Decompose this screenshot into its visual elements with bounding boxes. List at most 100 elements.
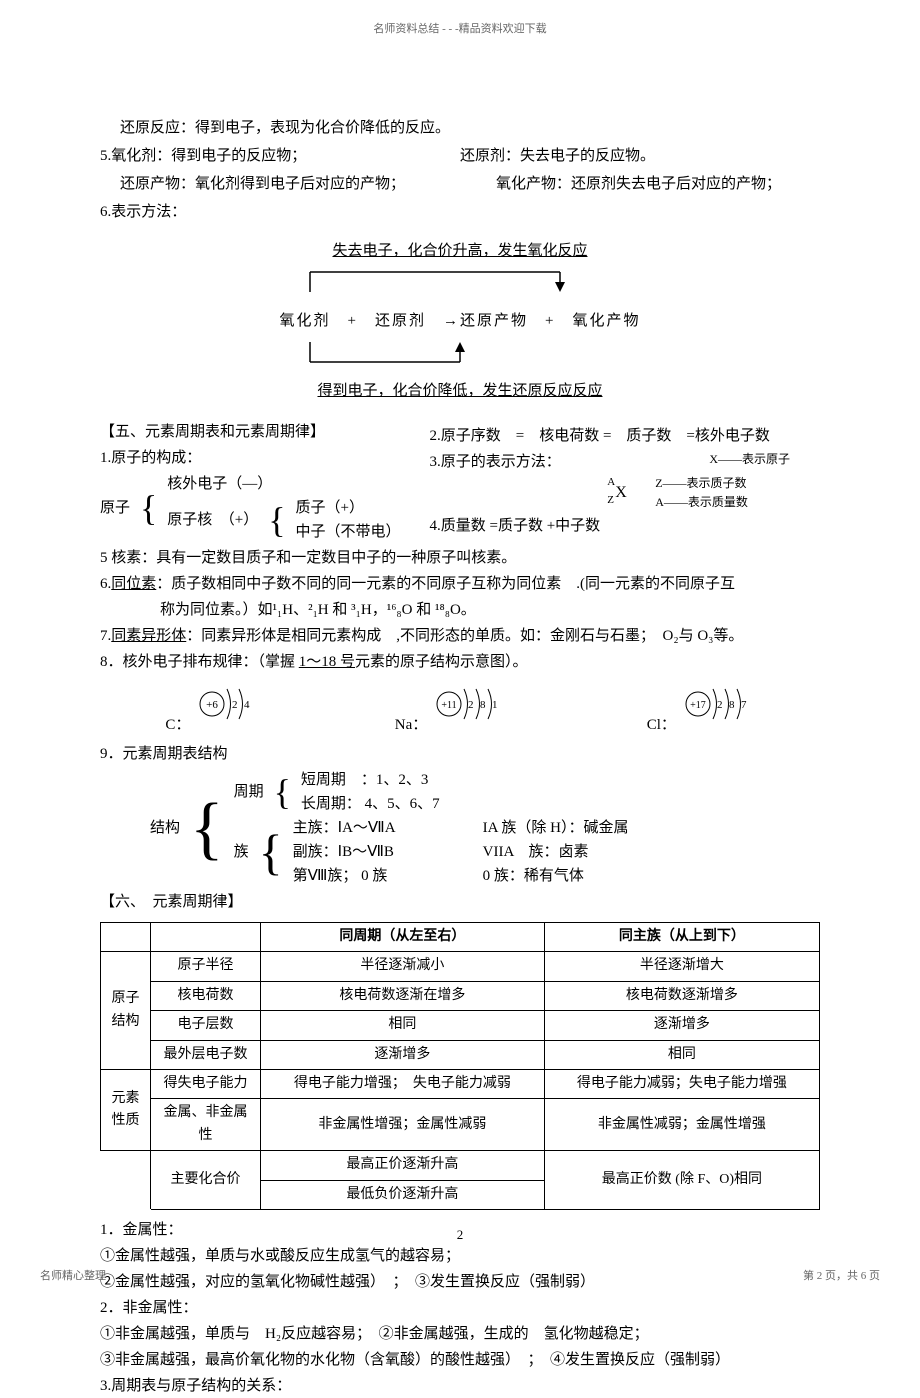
line-reducer: 还原剂：失去电子的反应物。 [460,144,655,168]
main-content: 还原反应：得到电子，表现为化合价降低的反应。 5.氧化剂：得到电子的反应物； 还… [100,116,820,1398]
atom-cl: Cl： +17 2 8 7 [647,679,755,737]
gr2: VIIA 族：卤素 [483,840,629,864]
l8: 8．核外电子排布规律：（掌握 1～18 号元素的原子结构示意图）。 [100,650,820,674]
s5-title: 【五、元素周期表和元素周期律】 [100,420,420,444]
b3: 质子（+） [296,496,401,520]
td: 逐渐增多 [261,1040,545,1069]
td: 最高正价逐渐升高 [261,1151,545,1180]
td: 相同 [261,1011,545,1040]
footer-left: 名师精心整理 [40,1267,106,1283]
g2: 副族：ⅠB～ⅦB [293,840,473,864]
svg-text:8: 8 [480,699,486,711]
page-number: 2 [457,1227,464,1243]
atom-label: 原子 [100,496,130,520]
group-label: 族 [234,840,249,864]
td: 非金属性减弱；金属性增强 [544,1099,819,1151]
line-ox-product: 氧化产物：还原剂失去电子后对应的产物； [496,172,781,196]
td: 核电荷数逐渐增多 [544,981,819,1010]
arrow-top-svg [260,267,660,297]
svg-text:4: 4 [244,699,250,711]
line-oxidizer: 5.氧化剂：得到电子的反应物； [100,144,460,168]
s6-title: 【六、 元素周期律】 [100,890,820,914]
r3: 4.质量数 =质子数 +中子数 [430,514,821,538]
td: 相同 [544,1040,819,1069]
svg-text:2: 2 [232,699,238,711]
xA: A [607,474,615,492]
b4: 中子（不带电） [296,520,401,544]
diag-mid: 氧化剂 + 还原剂 →还原产物 + 氧化产物 [100,309,820,333]
r2c: A——表示质量数 [655,493,820,512]
td-atom: 原子结构 [101,952,151,1070]
svg-text:1: 1 [492,699,498,711]
atom-c-svg: +6 2 4 [194,679,254,729]
footer: 名师精心整理 第 2 页，共 6 页 [0,1267,920,1283]
td: 得电子能力减弱；失电子能力增强 [544,1069,819,1098]
td: 半径逐渐增大 [544,952,819,981]
b1: 核外电子（—） [167,472,400,496]
redox-diagram: 失去电子，化合价升高，发生氧化反应 氧化剂 + 还原剂 →还原产物 + 氧化产物… [100,239,820,403]
line-reduction: 还原反应：得到电子，表现为化合价降低的反应。 [100,116,820,140]
line-method: 6.表示方法： [100,200,820,224]
svg-text:+6: +6 [206,699,218,711]
l9: 9．元素周期表结构 [100,742,820,766]
svg-text:7: 7 [741,699,747,711]
td: 最外层电子数 [151,1040,261,1069]
xZ: Z [607,492,614,510]
l6c: 称为同位素。）如¹₁H、²₁H 和 ³₁H，¹⁶₈O 和 ¹⁸₈O。 [100,598,820,622]
m2b: ③非金属越强，最高价氧化物的水化物（含氧酸）的酸性越强） ； ④发生置换反应（强… [100,1348,820,1372]
td: 原子半径 [151,952,261,981]
m3: 3.周期表与原子结构的关系： [100,1374,820,1398]
td: 核电荷数 [151,981,261,1010]
s5-l1: 1.原子的构成： [100,446,420,470]
th1 [101,923,151,952]
svg-text:+17: +17 [690,700,706,711]
gr3: 0 族：稀有气体 [483,864,629,888]
atom-na: Na： +11 2 8 1 [395,679,506,737]
arrow-bot-svg [260,337,660,367]
td: 最高正价数 (除 F、O)相同 [544,1151,819,1210]
doc-header: 名师资料总结 - - -精品资料欢迎下载 [100,20,820,36]
r1: 2.原子序数 = 核电荷数 = 质子数 =核外电子数 [430,424,821,448]
td: 金属、非金属性 [151,1099,261,1151]
long-period: 长周期： 4、5、6、7 [301,792,440,816]
td: 最低负价逐渐升高 [261,1180,545,1209]
atom-na-svg: +11 2 8 1 [431,679,506,729]
th4: 同主族（从上到下） [544,923,819,952]
diag-bot: 得到电子，化合价降低，发生还原反应反应 [317,383,602,399]
short-period: 短周期 ：1、2、3 [301,768,440,792]
struct-label: 结构 [150,816,180,840]
td: 主要化合价 [151,1151,261,1210]
m2a: ①非金属越强，单质与 H₂反应越容易； ②非金属越强，生成的 氢化物越稳定； [100,1322,820,1346]
svg-text:2: 2 [468,699,474,711]
td: 核电荷数逐渐在增多 [261,981,545,1010]
xsym: X [615,484,627,501]
g3: 第Ⅷ族； 0 族 [293,864,473,888]
periodic-table: 同周期（从左至右） 同主族（从上到下） 原子结构 原子半径 半径逐渐减小 半径逐… [100,922,820,1210]
line-red-product: 还原产物：氧化剂得到电子后对应的产物； [100,172,496,196]
th2 [151,923,261,952]
td-elem: 元素性质 [101,1069,151,1150]
period-label: 周期 [234,780,264,804]
m2: 2．非金属性： [100,1296,820,1320]
svg-text:2: 2 [717,699,723,711]
l5: 5 核素：具有一定数目质子和一定数目中子的一种原子叫核素。 [100,546,820,570]
b2: 原子核 （+） [167,508,258,532]
td: 电子层数 [151,1011,261,1040]
atom-c: C： +6 2 4 [165,679,254,737]
svg-text:+11: +11 [441,700,456,711]
r2a: X——表示原子 [611,450,820,469]
m1a: ①金属性越强，单质与水或酸反应生成氢气的越容易； [100,1244,820,1268]
td-blank [101,1151,151,1210]
td: 得电子能力增强； 失电子能力减弱 [261,1069,545,1098]
g1: 主族：ⅠA～ⅦA [293,816,473,840]
diag-top: 失去电子，化合价升高，发生氧化反应 [332,243,587,259]
th3: 同周期（从左至右） [261,923,545,952]
l7: 7.同素异形体：同素异形体是相同元素构成 ,不同形态的单质。如：金刚石与石墨； … [100,624,820,648]
svg-text:8: 8 [729,699,735,711]
r2b: Z——表示质子数 [655,474,820,493]
gr1: IA 族（除 H）：碱金属 [483,816,629,840]
atom-cl-svg: +17 2 8 7 [680,679,755,729]
footer-right: 第 2 页，共 6 页 [803,1267,880,1283]
td: 半径逐渐减小 [261,952,545,981]
r2: 3.原子的表示方法： [430,450,601,474]
